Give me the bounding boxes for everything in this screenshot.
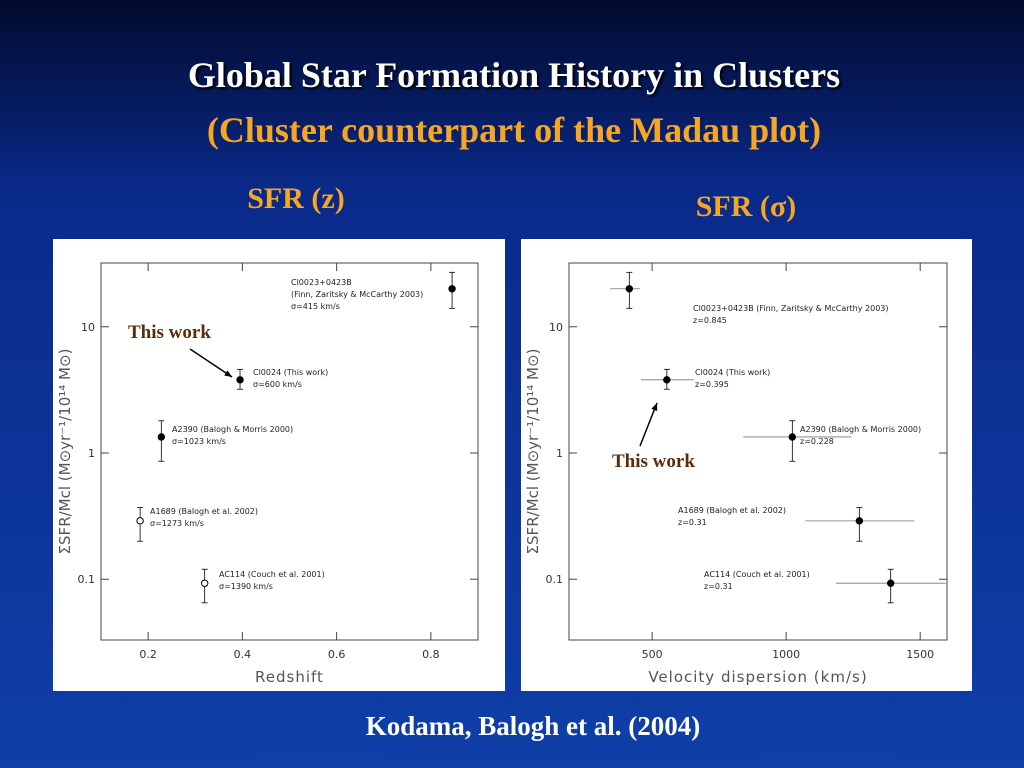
point-label: σ=1390 km/s xyxy=(219,582,273,591)
data-point xyxy=(887,579,895,587)
citation: Kodama, Balogh et al. (2004) xyxy=(366,711,701,741)
y-tick-label: 1 xyxy=(556,447,563,460)
annotation: This work xyxy=(612,451,695,472)
arrow-head xyxy=(651,403,658,411)
data-point xyxy=(625,285,634,293)
point-label: A2390 (Balogh & Morris 2000) xyxy=(172,425,293,434)
chart-panel xyxy=(53,239,505,691)
x-axis-label: Redshift xyxy=(255,668,324,686)
point-label: (Finn, Zaritsky & McCarthy 2003) xyxy=(291,290,423,299)
point-label: z=0.845 xyxy=(693,316,727,325)
data-point xyxy=(136,517,144,525)
x-tick-label: 1500 xyxy=(906,648,934,661)
x-tick-label: 0.2 xyxy=(139,648,157,661)
y-tick-label: 10 xyxy=(549,321,563,334)
x-tick-label: 1000 xyxy=(772,648,800,661)
point-label: σ=415 km/s xyxy=(291,302,340,311)
y-axis-label: ΣSFR/Mcl (M⊙yr⁻¹/10¹⁴ M⊙) xyxy=(56,349,74,555)
data-point xyxy=(236,376,244,384)
chart-panel xyxy=(521,239,972,691)
point-label: σ=1273 km/s xyxy=(150,519,204,528)
annotation-arrow xyxy=(189,348,233,378)
x-tick-label: 0.4 xyxy=(234,648,252,661)
annotation-arrow xyxy=(639,402,658,447)
point-label: Cl0023+0423B (Finn, Zaritsky & McCarthy … xyxy=(693,304,889,313)
data-point xyxy=(663,376,671,384)
y-tick-label: 0.1 xyxy=(546,573,564,586)
point-label: A2390 (Balogh & Morris 2000) xyxy=(800,425,921,434)
x-tick-label: 0.6 xyxy=(328,648,346,661)
point-label: Cl0024 (This work) xyxy=(695,368,770,377)
point-label: z=0.31 xyxy=(678,518,707,527)
y-tick-label: 1 xyxy=(88,447,95,460)
x-tick-label: 500 xyxy=(642,648,663,661)
data-point xyxy=(788,433,797,441)
data-point xyxy=(200,579,209,587)
slide-title: Global Star Formation History in Cluster… xyxy=(188,55,840,95)
arrow-head xyxy=(224,370,232,377)
point-label: A1689 (Balogh et al. 2002) xyxy=(150,507,258,516)
x-axis-label: Velocity dispersion (km/s) xyxy=(648,668,867,686)
point-label: Cl0024 (This work) xyxy=(253,368,328,377)
slide-subtitle: (Cluster counterpart of the Madau plot) xyxy=(207,110,821,150)
x-tick-label: 0.8 xyxy=(422,648,440,661)
y-tick-label: 10 xyxy=(81,321,95,334)
point-label: A1689 (Balogh et al. 2002) xyxy=(678,506,786,515)
data-point xyxy=(855,517,864,525)
point-label: z=0.31 xyxy=(704,582,733,591)
y-axis-label: ΣSFR/Mcl (M⊙yr⁻¹/10¹⁴ M⊙) xyxy=(524,349,542,555)
point-label: AC114 (Couch et al. 2001) xyxy=(219,570,325,579)
point-label: z=0.228 xyxy=(800,437,834,446)
plot-frame xyxy=(100,262,479,641)
y-tick-label: 0.1 xyxy=(78,573,96,586)
point-label: AC114 (Couch et al. 2001) xyxy=(704,570,810,579)
chart-title: SFR (σ) xyxy=(696,190,796,223)
plot-frame xyxy=(568,262,948,641)
point-label: σ=1023 km/s xyxy=(172,437,226,446)
chart-title: SFR (z) xyxy=(247,182,344,215)
data-point xyxy=(157,433,166,441)
data-point xyxy=(448,285,456,293)
annotation: This work xyxy=(128,322,211,343)
point-label: z=0.395 xyxy=(695,380,729,389)
point-label: σ=600 km/s xyxy=(253,380,302,389)
point-label: Cl0023+0423B xyxy=(291,278,352,287)
